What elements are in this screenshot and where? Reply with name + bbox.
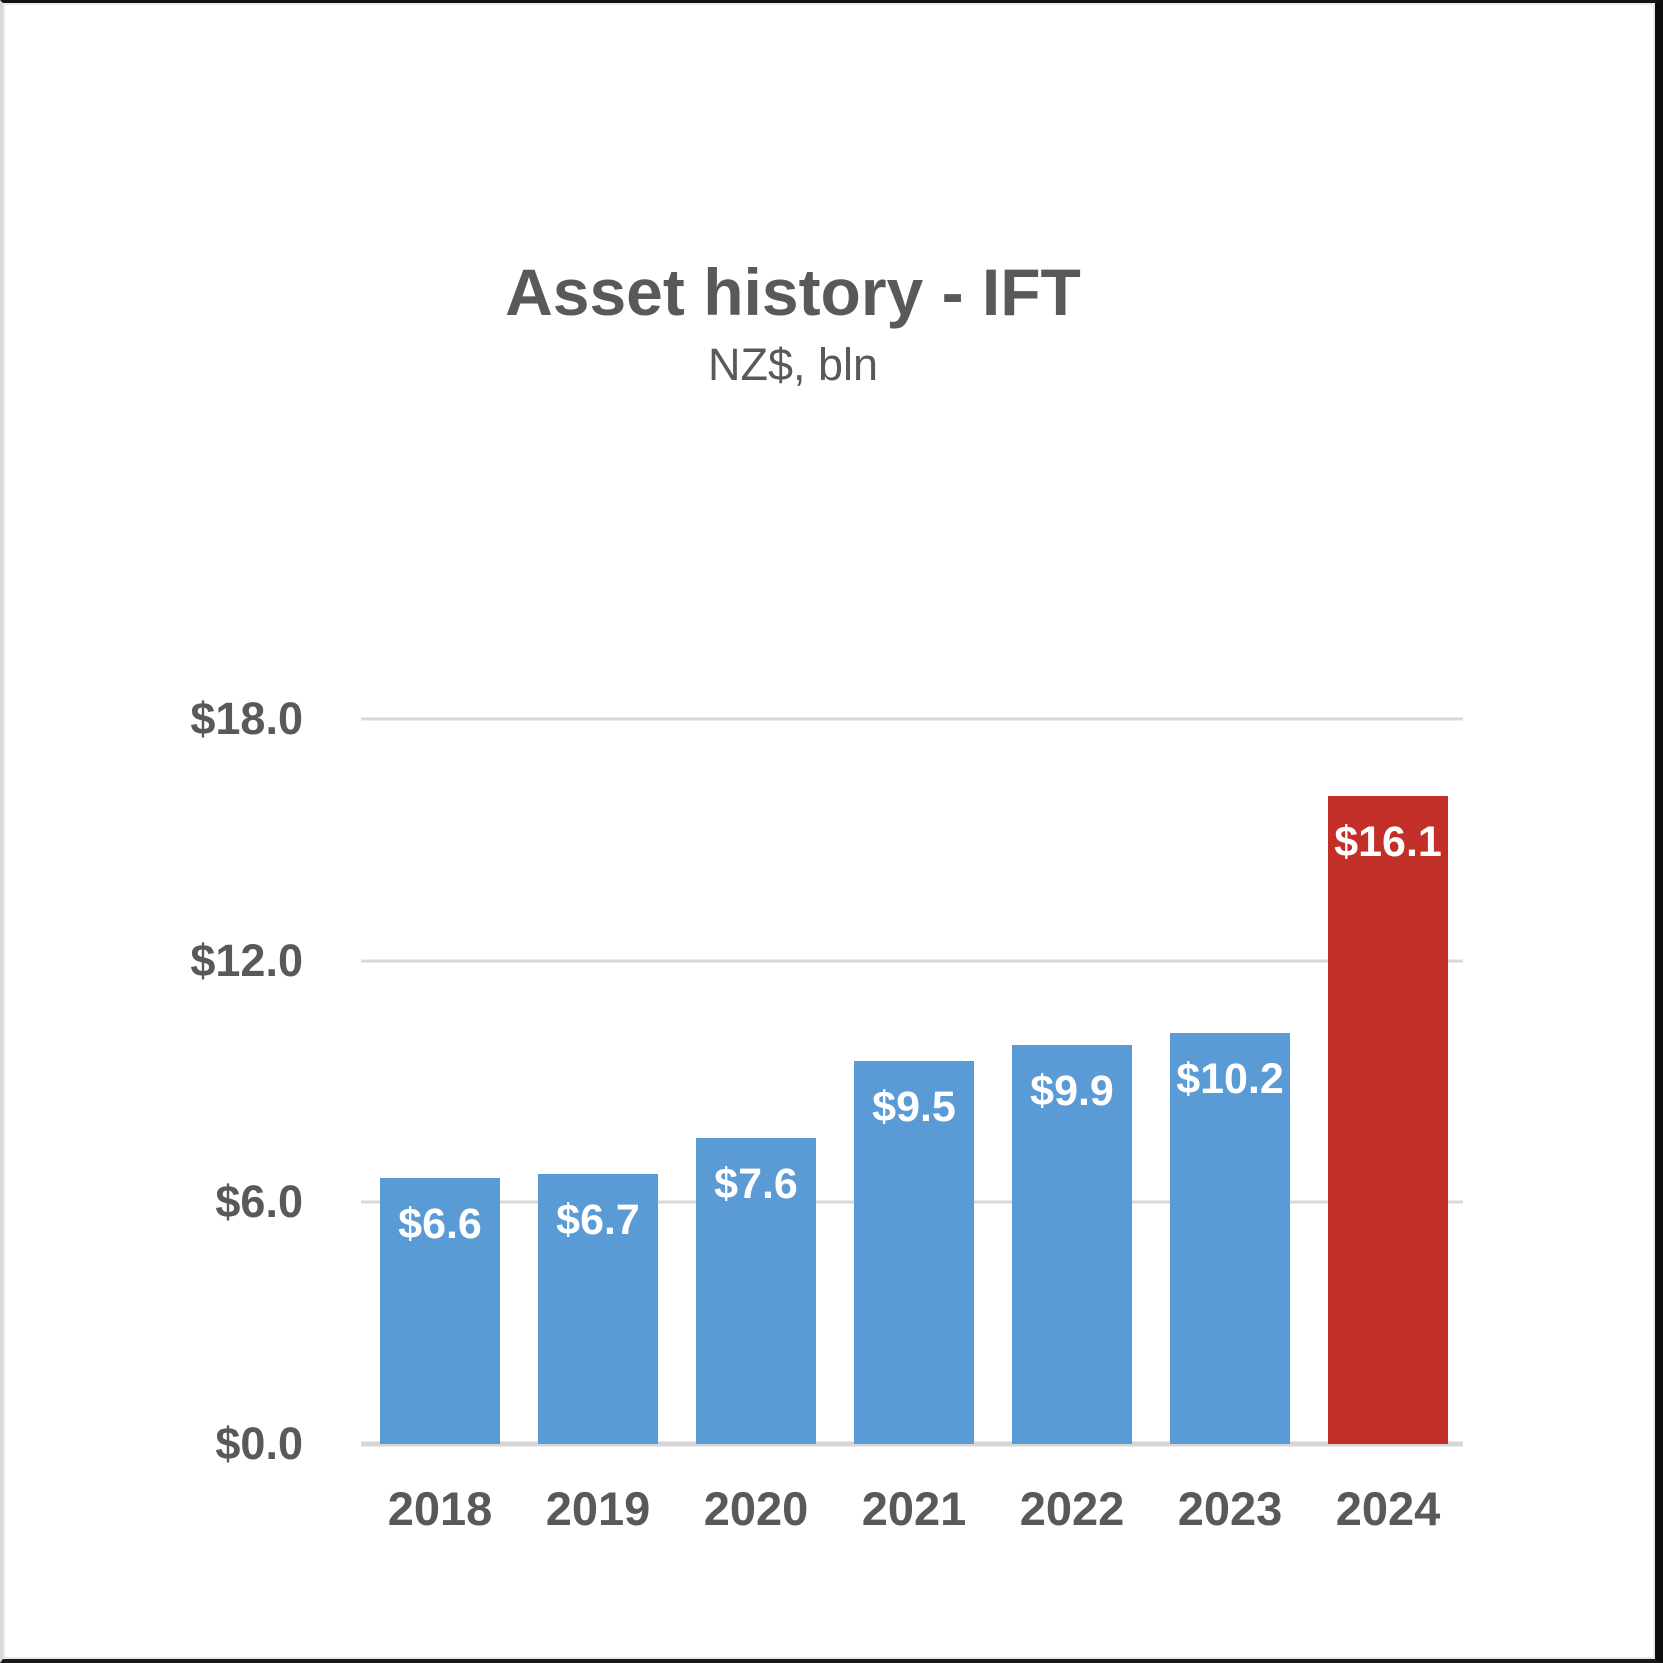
plot-area: $6.6 $6.7 $7.6 $9.5 $9.9 $10.2 $16.1 [361,717,1463,1447]
bar-2019: $6.7 [538,1174,658,1444]
bar-2018: $6.6 [380,1178,500,1444]
gridline [361,717,1463,721]
x-axis-line [361,1441,1463,1447]
x-axis-labels: 2018 2019 2020 2021 2022 2023 2024 [361,1481,1463,1541]
x-tick-label: 2019 [545,1482,651,1535]
x-tick-label: 2024 [1335,1482,1441,1535]
x-tick-label: 2022 [1019,1482,1125,1535]
bar-value-label: $9.9 [1030,1067,1114,1115]
bar-value-label: $10.2 [1176,1055,1284,1103]
bar-2020: $7.6 [696,1138,816,1444]
x-tick-label: 2020 [703,1482,809,1535]
y-tick-label: $12.0 [190,934,303,986]
bar-2021: $9.5 [854,1061,974,1444]
x-tick-label: 2021 [861,1482,967,1535]
bar-2023: $10.2 [1170,1033,1290,1444]
y-tick-label: $0.0 [215,1418,303,1469]
bar-value-label: $6.7 [556,1196,640,1244]
chart-header: Asset history - IFT NZ$, bln [3,255,1583,391]
y-tick-label: $18.0 [190,693,303,744]
bar-2022: $9.9 [1012,1045,1132,1444]
bar-2024: $16.1 [1328,796,1448,1444]
chart-title: Asset history - IFT [505,255,1081,329]
bar-value-label: $7.6 [714,1160,798,1208]
y-tick-label: $6.0 [215,1176,303,1228]
bar-value-label: $16.1 [1334,818,1442,866]
x-tick-label: 2023 [1177,1482,1283,1535]
y-axis-labels: $18.0 $12.0 $6.0 $0.0 [3,693,303,1469]
bar-value-label: $6.6 [398,1200,482,1248]
x-tick-label: 2018 [387,1482,493,1535]
bar-value-label: $9.5 [872,1083,956,1131]
gridline [361,959,1463,963]
chart-subtitle: NZ$, bln [707,339,879,390]
